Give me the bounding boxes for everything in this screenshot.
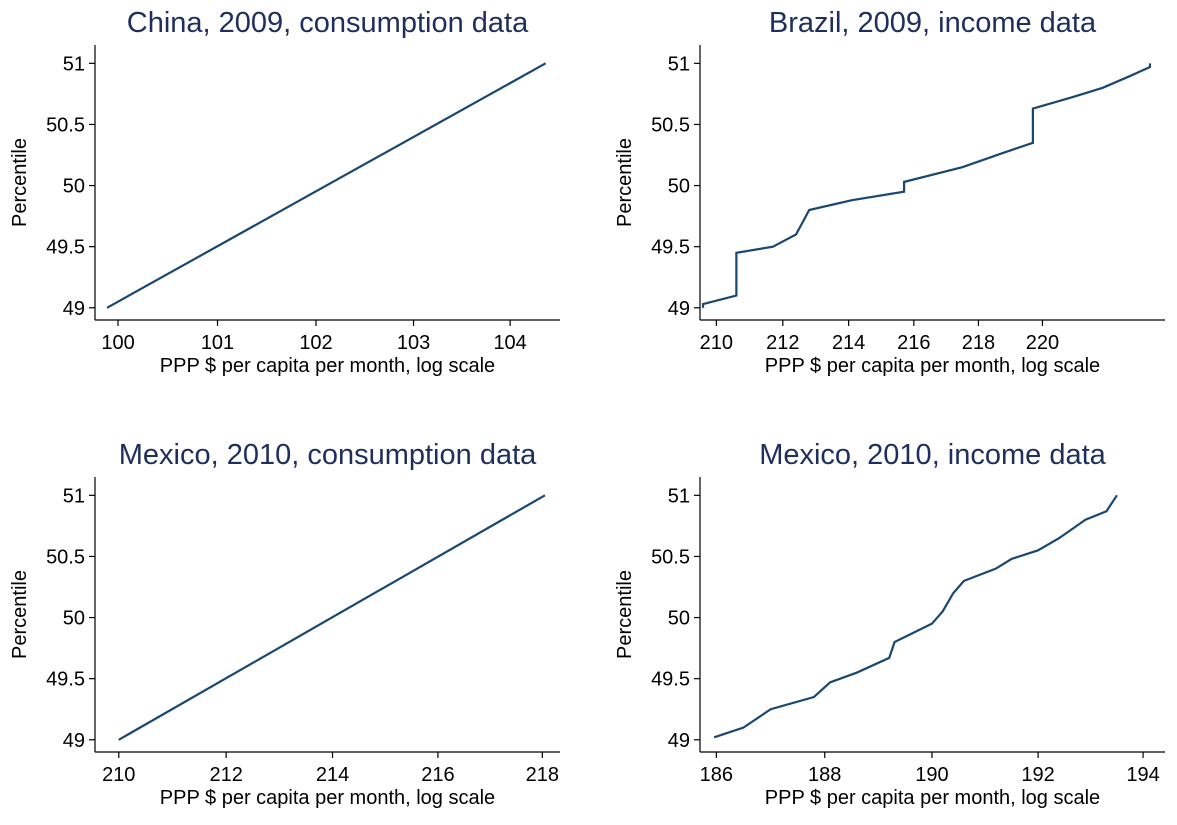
y-tick-label: 51 xyxy=(668,485,690,507)
y-tick-label: 50 xyxy=(668,176,690,198)
panel: Mexico, 2010, consumption data 49 49.5 50 50… xyxy=(9,439,560,809)
x-tick-label: 100 xyxy=(101,332,134,354)
x-tick-label: 214 xyxy=(832,332,865,354)
x-tick-label: 104 xyxy=(493,332,526,354)
x-tick-label: 194 xyxy=(1126,764,1159,786)
x-tick-label: 102 xyxy=(299,332,332,354)
x-tick-label: 192 xyxy=(1021,764,1054,786)
x-axis-label: PPP $ per capita per month, log scale xyxy=(160,355,495,377)
y-tick-label: 49 xyxy=(63,298,85,320)
data-line xyxy=(713,494,1118,739)
x-tick-label: 210 xyxy=(700,332,733,354)
y-tick-label: 49 xyxy=(63,730,85,752)
y-tick-label: 50 xyxy=(668,608,690,630)
data-line xyxy=(118,494,546,741)
x-tick-label: 218 xyxy=(962,332,995,354)
x-tick-label: 220 xyxy=(1026,332,1059,354)
x-tick-label: 210 xyxy=(102,764,135,786)
panel: China, 2009, consumption data 49 49.5 50 50.… xyxy=(9,7,560,377)
panel-title: Brazil, 2009, income data xyxy=(769,7,1097,39)
x-tick-label: 218 xyxy=(526,764,559,786)
x-tick-label: 216 xyxy=(897,332,930,354)
y-tick-label: 50.5 xyxy=(46,546,85,568)
y-tick-label: 49.5 xyxy=(46,669,85,691)
x-tick-label: 101 xyxy=(201,332,234,354)
y-tick-label: 50 xyxy=(63,608,85,630)
x-tick-label: 212 xyxy=(209,764,242,786)
panel-title: Mexico, 2010, consumption data xyxy=(119,439,537,471)
y-tick-label: 49 xyxy=(668,298,690,320)
x-axis-label: PPP $ per capita per month, log scale xyxy=(765,787,1100,809)
y-axis-label: Percentile xyxy=(614,570,636,659)
y-tick-label: 49.5 xyxy=(46,237,85,259)
y-tick-label: 50.5 xyxy=(651,546,690,568)
x-tick-label: 186 xyxy=(700,764,733,786)
y-tick-label: 50.5 xyxy=(46,114,85,136)
x-tick-label: 212 xyxy=(766,332,799,354)
x-tick-label: 190 xyxy=(915,764,948,786)
y-axis-label: Percentile xyxy=(9,138,31,227)
data-line xyxy=(701,63,1152,308)
y-axis-label: Percentile xyxy=(9,570,31,659)
y-tick-label: 49.5 xyxy=(651,669,690,691)
panel-title: China, 2009, consumption data xyxy=(127,7,529,39)
y-tick-label: 51 xyxy=(668,53,690,75)
panel: Mexico, 2010, income data 49 49.5 50 50.5 51 1… xyxy=(614,439,1165,809)
y-tick-label: 49.5 xyxy=(651,237,690,259)
x-axis-label: PPP $ per capita per month, log scale xyxy=(765,355,1100,377)
y-tick-label: 50 xyxy=(63,176,85,198)
y-axis-label: Percentile xyxy=(614,138,636,227)
data-line xyxy=(106,62,547,309)
x-tick-label: 103 xyxy=(397,332,430,354)
x-axis-label: PPP $ per capita per month, log scale xyxy=(160,787,495,809)
panel-title: Mexico, 2010, income data xyxy=(759,439,1106,471)
y-tick-label: 49 xyxy=(668,730,690,752)
x-tick-label: 188 xyxy=(808,764,841,786)
y-tick-label: 51 xyxy=(63,53,85,75)
panel: Brazil, 2009, income data 49 49.5 50 50.5 51 2… xyxy=(614,7,1165,377)
x-tick-label: 216 xyxy=(421,764,454,786)
x-tick-label: 214 xyxy=(316,764,349,786)
y-tick-label: 51 xyxy=(63,485,85,507)
y-tick-label: 50.5 xyxy=(651,114,690,136)
